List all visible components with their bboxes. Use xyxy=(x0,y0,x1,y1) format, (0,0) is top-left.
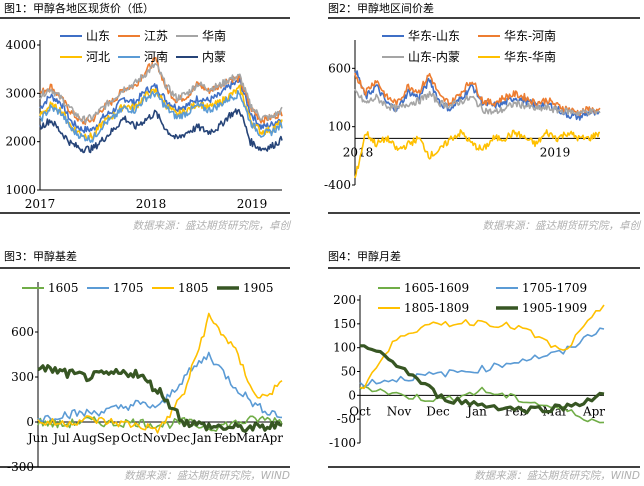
legend-label: 1605 xyxy=(48,281,79,295)
x-tick-label: Aug xyxy=(72,431,97,445)
legend-label: 华南 xyxy=(202,28,226,43)
y-tick-label: 100 xyxy=(333,341,356,355)
chart-panel-1: 图1：甲醇各地区现货价（低） 数据来源：盛达期货研究院，卓创 1000 2000 300… xyxy=(0,1,291,232)
legend-label: 1605-1609 xyxy=(404,281,469,295)
x-tick-label: Mar xyxy=(236,431,261,445)
chart-source-1: 数据来源：盛达期货研究院，卓创 xyxy=(133,220,292,232)
legend-label: 山东-内蒙 xyxy=(408,50,460,64)
legend-label: 江苏 xyxy=(144,29,168,43)
chart-source-2: 数据来源：盛达期货研究院，卓创 xyxy=(483,220,642,232)
x-tick-label: 2017 xyxy=(25,197,56,211)
series-line-华东-河南 xyxy=(354,72,601,117)
x-tick-label: Nov xyxy=(387,404,412,418)
y-tick-label: -100 xyxy=(329,436,356,450)
y-tick-label: -400 xyxy=(324,178,351,192)
chart-title-1: 图1：甲醇各地区现货价（低） xyxy=(4,1,154,15)
series-line-1605-1609 xyxy=(359,385,605,424)
x-tick-label: 2019 xyxy=(237,197,268,211)
x-tick-label: Nov xyxy=(143,431,168,445)
legend-label: 1805 xyxy=(178,281,209,295)
x-tick-label: Oct xyxy=(349,404,371,418)
y-tick-label: 200 xyxy=(333,293,356,307)
series-line-华东-华南 xyxy=(354,129,600,179)
y-tick-label: -50 xyxy=(337,412,356,426)
legend-label: 1705-1709 xyxy=(522,281,587,295)
series-line-1805 xyxy=(37,312,283,434)
y-tick-label: 0 xyxy=(348,388,356,402)
x-tick-label: Jul xyxy=(51,431,70,445)
series-line-1705 xyxy=(37,351,283,423)
x-tick-label: Sep xyxy=(97,431,120,445)
series-line-内蒙 xyxy=(39,108,283,154)
chart-source-3: 数据来源：盛达期货研究院，WIND xyxy=(124,470,290,482)
y-tick-label: 2000 xyxy=(5,135,36,149)
y-tick-label: 4000 xyxy=(5,38,36,52)
legend-label: 内蒙 xyxy=(202,50,226,64)
series-line-华南 xyxy=(39,62,283,124)
chart-title-4: 图4：甲醇月差 xyxy=(328,249,401,263)
series-line-河南 xyxy=(39,90,283,143)
x-tick-label: Feb xyxy=(214,431,237,445)
y-tick-label: 0 xyxy=(26,415,34,429)
x-tick-label: 2018 xyxy=(343,145,374,159)
y-tick-label: 600 xyxy=(328,61,351,75)
x-tick-label: Apr xyxy=(260,431,283,445)
x-tick-label: Jan xyxy=(190,431,212,445)
legend-label: 山东 xyxy=(86,29,110,43)
y-tick-label: 50 xyxy=(341,365,356,379)
y-tick-label: 600 xyxy=(11,325,34,339)
x-tick-label: Jun xyxy=(26,431,49,445)
legend-label: 华东-山东 xyxy=(408,29,460,43)
y-tick-label: 1000 xyxy=(5,183,36,197)
x-tick-label: Oct xyxy=(121,431,143,445)
y-tick-label: 100 xyxy=(328,120,351,134)
chart-title-3: 图3：甲醇基差 xyxy=(4,249,77,263)
x-tick-label: 2019 xyxy=(540,145,571,159)
y-tick-label: 300 xyxy=(11,370,34,384)
legend-label: 1705 xyxy=(113,281,144,295)
legend-label: 1905-1909 xyxy=(522,301,587,315)
y-tick-label: 3000 xyxy=(5,86,36,100)
x-tick-label: Dec xyxy=(167,431,191,445)
legend-label: 1905 xyxy=(243,281,274,295)
series-line-山东-内蒙 xyxy=(354,88,601,116)
chart-source-4: 数据来源：盛达期货研究院，WIND xyxy=(474,470,640,482)
legend-label: 1805-1809 xyxy=(404,301,469,315)
x-tick-label: Dec xyxy=(426,404,450,418)
legend-label: 河南 xyxy=(144,49,168,64)
legend-label: 河北 xyxy=(86,50,110,64)
series-line-1805-1809 xyxy=(359,304,605,390)
series-line-1905-1909 xyxy=(360,344,605,415)
x-tick-label: 2018 xyxy=(136,197,167,211)
chart-title-2: 图2：甲醇地区间价差 xyxy=(328,1,434,15)
legend-label: 华东-华南 xyxy=(504,49,556,64)
series-line-1905 xyxy=(37,364,283,433)
x-tick-label: Apr xyxy=(582,404,605,418)
legend-label: 华东-河南 xyxy=(504,28,556,43)
series-line-1705-1709 xyxy=(359,327,605,387)
series-line-山东 xyxy=(39,77,283,134)
y-tick-label: 150 xyxy=(333,317,356,331)
y-tick-label: -300 xyxy=(7,460,34,474)
x-tick-label: Jan xyxy=(465,404,487,418)
